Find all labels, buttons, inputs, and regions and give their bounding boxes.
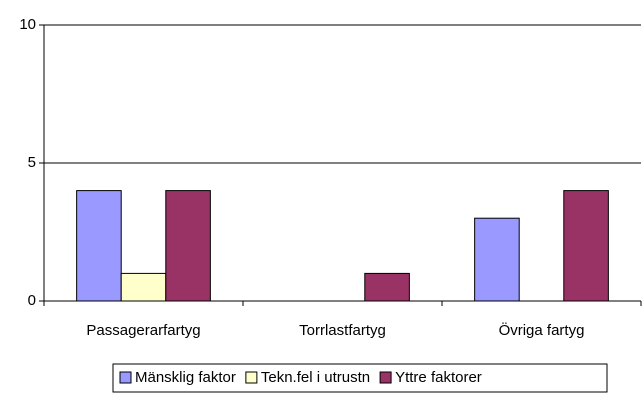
bar	[76, 190, 122, 302]
bar	[364, 272, 410, 302]
legend-swatch	[379, 371, 392, 384]
legend-label: Yttre faktorer	[395, 369, 482, 386]
y-tick-label: 5	[28, 154, 36, 171]
x-tick-label: Torrlastfartyg	[299, 322, 386, 339]
y-tick-label: 10	[19, 16, 36, 33]
legend-box	[112, 363, 608, 393]
legend-swatch	[245, 371, 258, 384]
bar	[165, 190, 211, 302]
x-tick-label: Övriga fartyg	[499, 321, 585, 339]
legend-label: Tekn.fel i utrustn	[261, 369, 370, 386]
legend-label: Mänsklig faktor	[135, 369, 236, 386]
bar	[120, 272, 167, 302]
bar	[563, 190, 609, 302]
legend-swatch	[119, 371, 132, 384]
bar	[474, 217, 520, 302]
x-tick-label: Passagerarfartyg	[86, 322, 200, 339]
y-tick-label: 0	[28, 292, 36, 309]
